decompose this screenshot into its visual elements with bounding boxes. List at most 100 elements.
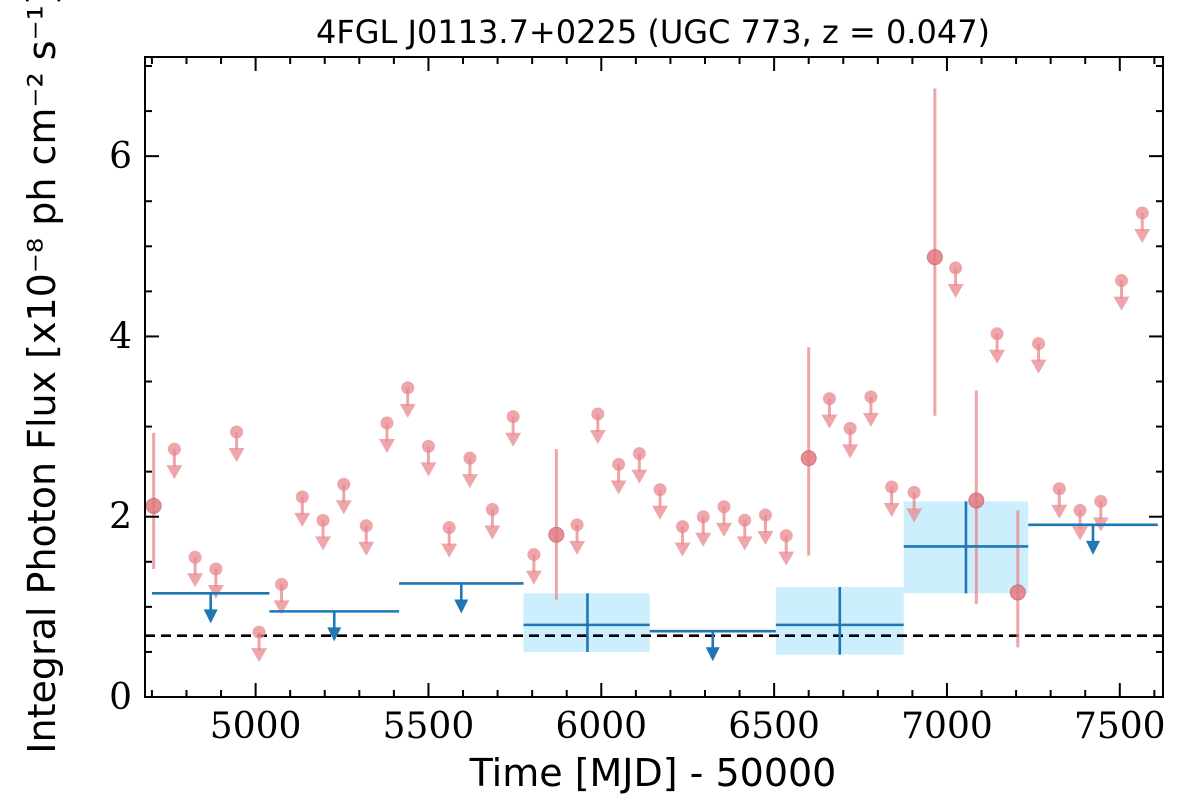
short-bin-upper-limit-point — [758, 508, 772, 522]
y-tick-label: 0 — [109, 677, 132, 718]
short-bin-detection-point — [145, 497, 162, 514]
plot-frame — [144, 56, 1164, 698]
short-bin-upper-limit-arrow — [294, 512, 311, 527]
short-bin-upper-limit-arrow — [1051, 504, 1068, 519]
short-bin-upper-limit-arrow — [736, 536, 753, 551]
short-bin-upper-limit-arrow — [1030, 359, 1047, 374]
short-bin-upper-limit-point — [316, 513, 330, 527]
short-bin-upper-limit-point — [949, 261, 963, 275]
short-bin-upper-limit-arrow — [674, 542, 691, 557]
short-bin-upper-limit-arrow — [228, 448, 245, 463]
x-tick-label: 7500 — [1074, 706, 1166, 747]
short-bin-upper-limit-arrow — [778, 551, 795, 566]
short-bin-upper-limit-point — [907, 485, 921, 499]
x-tick-label: 5500 — [383, 706, 475, 747]
chart-title: 4FGL J0113.7+0225 (UGC 773, z = 0.047) — [316, 13, 990, 51]
short-bin-upper-limit-point — [421, 439, 435, 453]
short-bin-upper-limit-point — [885, 480, 899, 494]
short-bin-upper-limit-arrow — [335, 500, 352, 515]
short-bin-upper-limit-arrow — [187, 573, 204, 588]
short-bin-upper-limit-point — [779, 529, 793, 543]
short-bin-detection-point — [968, 492, 985, 509]
short-bin-upper-limit-point — [843, 421, 857, 435]
short-bin-upper-limit-arrow — [1072, 526, 1089, 541]
short-bin-upper-limit-point — [1135, 206, 1149, 220]
long-bin-upper-limit-arrow — [454, 599, 469, 614]
short-bin-upper-limit-arrow — [484, 525, 501, 540]
short-bin-upper-limit-arrow — [862, 412, 879, 427]
short-bin-upper-limit-point — [717, 500, 731, 514]
short-bin-upper-limit-point — [252, 625, 266, 639]
short-bin-upper-limit-arrow — [947, 283, 964, 298]
short-bin-upper-limit-arrow — [505, 432, 522, 447]
short-bin-upper-limit-point — [359, 519, 373, 533]
short-bin-upper-limit-arrow — [652, 505, 669, 520]
y-axis-label: Integral Photon Flux [x10⁻⁸ ph cm⁻² s⁻¹] — [20, 0, 64, 754]
short-bin-upper-limit-point — [401, 381, 415, 395]
short-bin-upper-limit-point — [1052, 482, 1066, 496]
short-bin-upper-limit-arrow — [821, 414, 838, 429]
short-bin-upper-limit-point — [990, 327, 1004, 341]
short-bin-upper-limit-point — [570, 518, 584, 532]
plot-content — [145, 88, 1163, 663]
short-bin-upper-limit-arrow — [610, 480, 627, 495]
short-bin-upper-limit-arrow — [1134, 228, 1151, 243]
short-bin-upper-limit-arrow — [315, 536, 332, 551]
y-tick-label: 4 — [109, 316, 132, 357]
short-bin-upper-limit-point — [696, 510, 710, 524]
short-bin-upper-limit-point — [209, 562, 223, 576]
tick-marks — [145, 57, 1163, 698]
short-bin-upper-limit-arrow — [525, 570, 542, 585]
short-bin-upper-limit-arrow — [166, 465, 183, 480]
short-bin-detection-point — [926, 249, 943, 266]
short-bin-upper-limit-point — [463, 451, 477, 465]
short-bin-upper-limit-point — [1032, 337, 1046, 351]
short-bin-upper-limit-arrow — [420, 462, 437, 477]
short-bin-upper-limit-point — [527, 548, 541, 562]
short-bin-upper-limit-arrow — [883, 503, 900, 517]
short-bin-upper-limit-arrow — [757, 530, 774, 545]
long-bin-upper-limit-arrow — [705, 647, 720, 662]
short-bin-upper-limit-point — [632, 447, 646, 461]
short-bin-upper-limit-arrow — [251, 648, 268, 663]
short-bin-detection-point — [800, 450, 817, 467]
short-bin-upper-limit-arrow — [378, 439, 395, 453]
short-bin-upper-limit-point — [1073, 503, 1087, 517]
short-bin-upper-limit-arrow — [631, 469, 648, 484]
short-bin-detection-point — [1009, 584, 1026, 601]
short-bin-upper-limit-point — [738, 513, 752, 527]
x-tick-label: 6000 — [555, 706, 647, 747]
long-bin-upper-limit-arrow — [327, 627, 342, 642]
long-bin-upper-limit-arrow — [1086, 540, 1101, 555]
long-bin-upper-limit-arrow — [203, 609, 218, 624]
short-bin-upper-limit-arrow — [989, 349, 1006, 364]
short-bin-upper-limit-arrow — [842, 444, 859, 459]
short-bin-upper-limit-point — [275, 577, 289, 591]
short-bin-upper-limit-arrow — [715, 522, 732, 537]
y-tick-label: 6 — [109, 136, 132, 177]
short-bin-upper-limit-arrow — [906, 508, 923, 523]
short-bin-upper-limit-point — [230, 425, 244, 439]
short-bin-upper-limit-point — [612, 457, 626, 471]
plot-area: 5000 5500 6000 6500 7000 7500 0 2 4 6 — [109, 56, 1166, 747]
short-bin-upper-limit-point — [337, 477, 351, 491]
short-bin-upper-limit-point — [295, 490, 309, 504]
short-bin-upper-limit-arrow — [461, 474, 478, 489]
short-bin-upper-limit-point — [591, 407, 605, 421]
short-bin-upper-limit-point — [676, 520, 690, 534]
short-bin-upper-limit-point — [653, 483, 667, 497]
y-tick-label: 2 — [109, 497, 132, 538]
short-bin-upper-limit-arrow — [569, 540, 586, 555]
short-bin-upper-limit-point — [1115, 274, 1129, 288]
short-bin-upper-limit-point — [442, 521, 456, 535]
short-bin-upper-limit-point — [822, 392, 836, 406]
short-bin-upper-limit-point — [380, 416, 394, 430]
short-bin-upper-limit-point — [1094, 494, 1108, 508]
x-tick-label: 5000 — [210, 706, 302, 747]
short-bin-upper-limit-arrow — [589, 429, 606, 444]
x-axis-label: Time [MJD] - 50000 — [469, 751, 837, 795]
short-bin-upper-limit-point — [864, 390, 878, 404]
x-tick-label: 6500 — [728, 706, 820, 747]
short-bin-upper-limit-arrow — [441, 543, 458, 558]
short-bin-upper-limit-point — [188, 550, 202, 564]
